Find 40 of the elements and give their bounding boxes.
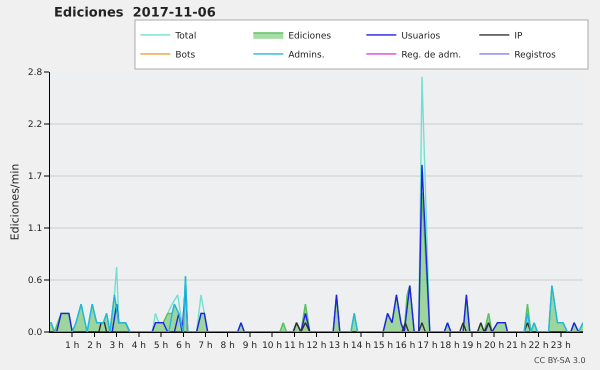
legend-label: Bots [175,50,196,60]
legend-label: Usuarios [401,31,441,42]
x-tick-label: 1 h [65,340,80,351]
legend-label: Ediciones [288,31,332,42]
x-tick-label: 12 h [306,340,327,351]
x-tick-label: 4 h [132,340,146,351]
x-tick-label: 16 h [395,340,416,351]
x-tick-label: 15 h [373,340,394,351]
x-tick-label: 19 h [462,340,482,351]
x-tick-label: 22 h [528,340,549,351]
x-tick-label: 7 h [198,340,213,351]
x-tick-label: 23 h [550,340,571,351]
x-tick-label: 14 h [350,340,371,351]
y-axis-title: Ediciones/min [8,164,22,240]
legend-label: Registros [514,50,556,60]
legend-label: Admins. [288,50,325,60]
chart-title: Ediciones 2017-11-06 [54,6,216,20]
x-tick-label: 13 h [328,340,349,351]
x-tick-label: 21 h [506,340,526,351]
x-tick-label: 17 h [418,340,438,351]
x-tick-label: 10 h [262,340,282,351]
y-tick-label: 2.8 [28,68,42,78]
y-tick-label: 0.0 [28,328,42,338]
x-tick-label: 11 h [284,340,304,351]
x-tick-label: 18 h [440,340,460,351]
legend-label: IP [514,31,523,42]
text: CC BY-SA 3.0 [534,356,586,365]
y-tick-label: 1.1 [28,224,42,234]
x-tick-label: 2 h [87,340,102,351]
x-tick-label: 9 h [242,340,258,351]
x-tick-label: 3 h [109,340,124,351]
x-tick-label: 8 h [220,340,235,351]
x-tick-label: 5 h [154,340,168,351]
y-tick-label: 1.7 [28,172,42,182]
legend-label: Reg. de adm. [401,50,462,60]
y-tick-label: 2.2 [28,120,42,130]
x-tick-label: 20 h [484,340,504,351]
y-tick-label: 0.6 [28,276,42,286]
legend-label: Total [174,31,196,42]
x-tick-label: 6 h [176,340,190,351]
